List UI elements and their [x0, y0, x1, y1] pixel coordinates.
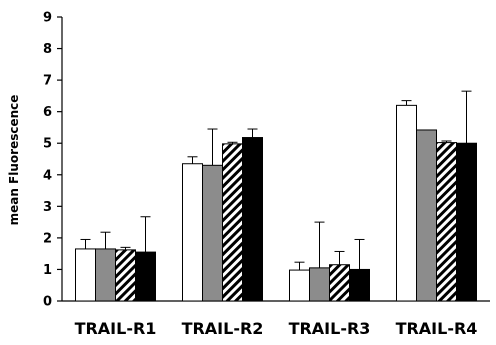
bar-trail-r4-hatched [436, 142, 457, 302]
y-axis-title: mean Fluorescence [7, 95, 21, 226]
category-label: TRAIL-R1 [75, 319, 157, 338]
y-tick-label: 4 [43, 168, 52, 183]
bars [75, 104, 477, 302]
bar-trail-r2-white [182, 163, 203, 302]
category-label: TRAIL-R4 [396, 319, 478, 338]
category-label: TRAIL-R3 [289, 319, 371, 338]
y-tick-label: 6 [43, 105, 52, 120]
bar-trail-r3-black [349, 268, 370, 302]
bar-trail-r1-gray [95, 248, 116, 302]
bar-trail-r3-gray [309, 267, 330, 302]
bar-trail-r2-gray [202, 164, 223, 302]
bar-trail-r4-gray [416, 129, 437, 302]
y-tick-label: 8 [43, 42, 52, 57]
y-tick-label: 9 [43, 11, 52, 26]
bar-trail-r4-white [396, 104, 417, 302]
y-tick-label: 7 [43, 74, 52, 89]
bar-trail-r2-hatched [222, 143, 243, 302]
y-tick-label: 3 [43, 200, 52, 215]
bar-trail-r1-hatched [115, 249, 136, 302]
bar-trail-r3-hatched [329, 264, 350, 302]
y-tick-label: 1 [43, 263, 52, 278]
y-tick-labels: 0 1 2 3 4 5 6 7 8 9 [43, 11, 52, 310]
bar-trail-r2-black [242, 137, 263, 302]
category-label: TRAIL-R2 [182, 319, 264, 338]
bar-trail-r3-white [289, 269, 310, 302]
category-labels: TRAIL-R1 TRAIL-R2 TRAIL-R3 TRAIL-R4 [75, 319, 478, 338]
error-bars [80, 90, 472, 271]
y-tick-label: 2 [43, 231, 52, 246]
y-tick-label: 5 [43, 137, 52, 152]
bar-trail-r1-white [75, 248, 96, 302]
bar-trail-r1-black [135, 251, 156, 302]
y-tick-label: 0 [43, 295, 52, 310]
bar-trail-r4-black [456, 142, 477, 302]
